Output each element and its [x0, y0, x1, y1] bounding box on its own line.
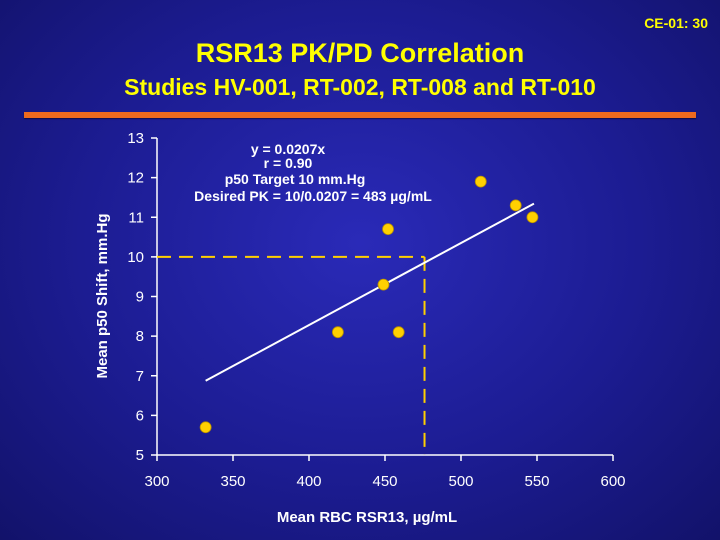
x-tick-label: 500	[448, 473, 473, 490]
title-divider	[24, 112, 696, 118]
data-point	[509, 199, 522, 212]
data-point	[331, 326, 344, 339]
y-tick-label: 6	[136, 407, 144, 424]
data-points	[199, 175, 539, 434]
y-tick-label: 5	[136, 447, 144, 464]
data-point	[392, 326, 405, 339]
x-tick-label: 350	[220, 473, 245, 490]
data-point	[382, 223, 394, 236]
slide-title: RSR13 PK/PD Correlation	[195, 38, 525, 68]
x-tick-label: 600	[600, 473, 625, 490]
slide-number: CE-01: 30	[644, 15, 708, 31]
fit-line-group	[205, 202, 535, 382]
y-tick-label: 8	[136, 328, 144, 345]
x-tick-label: 300	[144, 473, 169, 490]
y-tick-label: 11	[128, 209, 144, 226]
annotation-correlation: r = 0.90	[264, 155, 313, 171]
y-tick-label: 9	[136, 289, 144, 306]
annotation-equation: y = 0.0207x	[251, 141, 326, 157]
x-tick-label: 400	[296, 473, 321, 490]
y-tick-label: 13	[127, 130, 144, 147]
x-tick-label: 450	[372, 473, 397, 490]
y-tick-label: 10	[127, 249, 144, 266]
tick-labels: 5 6 7 8 9 10 11 12 13 300 350 400 450 500 550 600	[127, 130, 625, 490]
y-tick-label: 7	[136, 368, 144, 385]
y-tick-label: 12	[127, 170, 144, 187]
fit-line	[205, 202, 535, 382]
annotation-target: p50 Target 10 mm.Hg	[225, 171, 366, 187]
reference-lines	[157, 255, 426, 455]
data-point	[474, 175, 487, 188]
data-point	[377, 278, 390, 291]
slide-subtitle: Studies HV-001, RT-002, RT-008 and RT-01…	[124, 74, 596, 100]
y-axis-label: Mean p50 Shift, mm.Hg	[94, 213, 111, 378]
chart-axes	[151, 137, 614, 461]
x-axis-label: Mean RBC RSR13, µg/mL	[277, 509, 457, 526]
data-point	[526, 211, 539, 224]
annotation-desired-pk: Desired PK = 10/0.0207 = 483 µg/mL	[194, 188, 432, 204]
data-point	[199, 421, 212, 434]
x-tick-label: 550	[524, 473, 549, 490]
